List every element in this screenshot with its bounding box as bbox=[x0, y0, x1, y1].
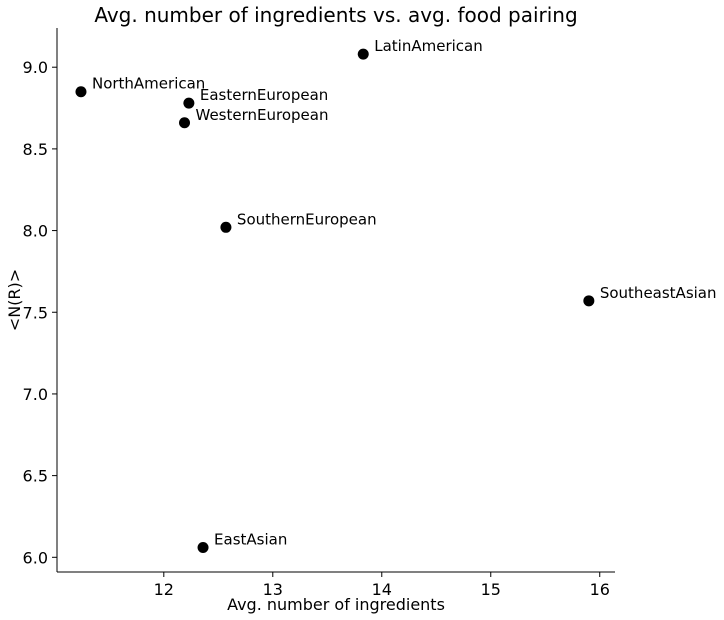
point-label: EastAsian bbox=[214, 530, 287, 548]
point-label: WesternEuropean bbox=[196, 106, 329, 124]
y-axis-label: <N(R)> bbox=[5, 269, 24, 331]
y-tick-label: 8.0 bbox=[23, 222, 48, 241]
point-label: SoutheastAsian bbox=[600, 284, 717, 302]
y-tick-label: 7.0 bbox=[23, 385, 48, 404]
x-tick-label: 12 bbox=[154, 580, 174, 599]
x-axis-label: Avg. number of ingredients bbox=[227, 595, 445, 614]
y-tick-label: 9.0 bbox=[23, 58, 48, 77]
point-label: SouthernEuropean bbox=[237, 210, 377, 228]
x-tick-label: 13 bbox=[263, 580, 283, 599]
x-ticks: 12 13 14 15 16 bbox=[154, 572, 610, 599]
y-tick-label: 8.5 bbox=[23, 140, 48, 159]
x-tick-label: 14 bbox=[372, 580, 392, 599]
y-tick-label: 7.5 bbox=[23, 303, 48, 322]
data-points: LatinAmerican NorthAmericanEasternEuropea… bbox=[75, 37, 717, 553]
data-point bbox=[75, 86, 87, 98]
data-point bbox=[197, 541, 209, 553]
data-point bbox=[357, 48, 369, 60]
point-label: LatinAmerican bbox=[374, 37, 483, 55]
y-tick-label: 6.0 bbox=[23, 548, 48, 567]
chart-title: Avg. number of ingredients vs. avg. food… bbox=[94, 3, 577, 27]
data-point bbox=[583, 295, 595, 307]
data-point bbox=[179, 117, 191, 129]
data-point bbox=[220, 221, 232, 233]
x-tick-label: 15 bbox=[481, 580, 501, 599]
point-label: NorthAmerican bbox=[92, 75, 205, 93]
y-tick-label: 6.5 bbox=[23, 467, 48, 486]
point-label: EasternEuropean bbox=[200, 86, 328, 104]
x-tick-label: 16 bbox=[590, 580, 610, 599]
data-point bbox=[183, 97, 195, 109]
y-ticks: 6.0 6.5 7.0 7.5 8.0 8.5 9.0 bbox=[23, 58, 57, 567]
